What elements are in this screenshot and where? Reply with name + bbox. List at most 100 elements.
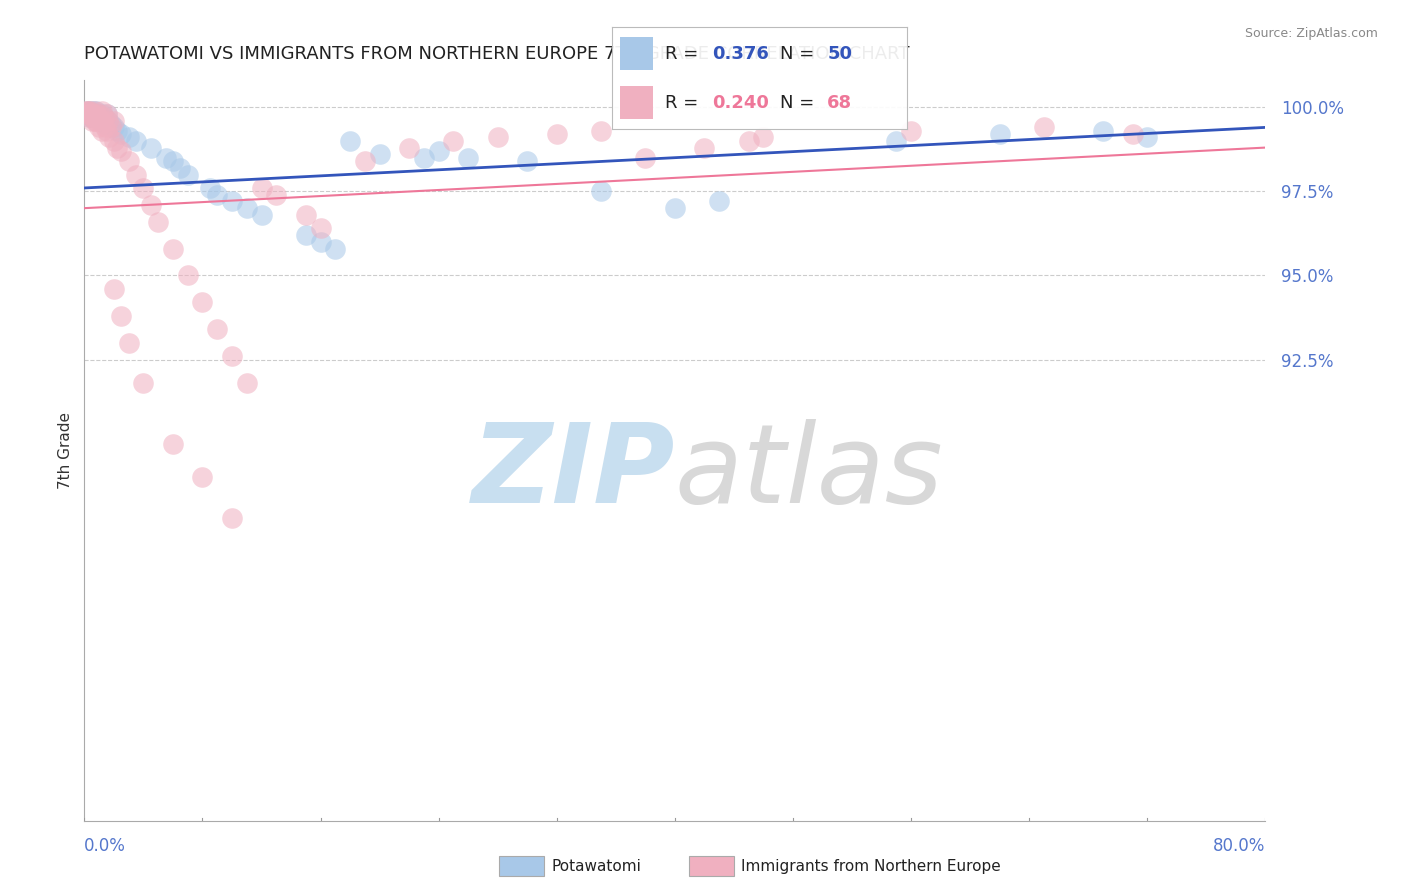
- Point: [93, 111, 115, 125]
- Point: [752, 130, 775, 145]
- Point: [198, 181, 221, 195]
- Point: [162, 154, 184, 169]
- Point: [250, 208, 273, 222]
- Point: [94, 120, 117, 135]
- Point: [77, 103, 100, 118]
- Point: [77, 107, 100, 121]
- Point: [309, 221, 332, 235]
- Point: [96, 124, 118, 138]
- Point: [591, 185, 613, 199]
- Point: [354, 154, 377, 169]
- Point: [82, 107, 104, 121]
- Point: [221, 194, 243, 209]
- Point: [94, 117, 117, 131]
- Point: [86, 111, 108, 125]
- Point: [98, 130, 121, 145]
- Text: R =: R =: [665, 94, 704, 112]
- Point: [398, 140, 420, 154]
- Point: [79, 111, 101, 125]
- Point: [236, 376, 259, 391]
- Point: [177, 168, 200, 182]
- Point: [207, 322, 229, 336]
- Text: Potawatomi: Potawatomi: [551, 859, 641, 873]
- Point: [988, 127, 1011, 141]
- Point: [634, 151, 657, 165]
- Point: [516, 154, 538, 169]
- Point: [664, 201, 686, 215]
- Point: [118, 335, 141, 350]
- Point: [709, 194, 731, 209]
- Point: [76, 107, 98, 121]
- Text: N =: N =: [780, 94, 820, 112]
- Point: [86, 111, 108, 125]
- Point: [90, 113, 112, 128]
- Point: [87, 107, 111, 121]
- Point: [80, 113, 103, 128]
- Point: [105, 124, 128, 138]
- Text: 0.376: 0.376: [711, 45, 769, 63]
- Point: [162, 242, 184, 256]
- Point: [87, 120, 111, 135]
- Point: [125, 168, 148, 182]
- Text: ZIP: ZIP: [471, 419, 675, 526]
- Point: [191, 470, 214, 484]
- Point: [110, 144, 132, 158]
- Point: [97, 113, 120, 128]
- Point: [76, 103, 98, 118]
- Point: [191, 295, 214, 310]
- Text: 80.0%: 80.0%: [1213, 838, 1265, 855]
- Point: [413, 151, 436, 165]
- FancyBboxPatch shape: [620, 37, 652, 70]
- FancyBboxPatch shape: [620, 87, 652, 119]
- Point: [738, 134, 761, 148]
- Point: [82, 111, 104, 125]
- Point: [591, 124, 613, 138]
- Point: [177, 268, 200, 283]
- Point: [325, 242, 347, 256]
- Text: Source: ZipAtlas.com: Source: ZipAtlas.com: [1244, 27, 1378, 40]
- Point: [83, 113, 105, 128]
- Point: [80, 111, 103, 125]
- Text: N =: N =: [780, 45, 820, 63]
- Point: [155, 151, 177, 165]
- Point: [103, 134, 125, 148]
- Point: [457, 151, 479, 165]
- Point: [125, 134, 148, 148]
- Point: [162, 436, 184, 450]
- Point: [295, 208, 318, 222]
- Point: [250, 181, 273, 195]
- Point: [295, 228, 318, 243]
- Point: [91, 107, 114, 121]
- Point: [110, 309, 132, 323]
- Point: [221, 510, 243, 524]
- Point: [76, 103, 98, 118]
- Text: 0.0%: 0.0%: [84, 838, 127, 855]
- Point: [1033, 120, 1056, 135]
- Point: [80, 107, 103, 121]
- Point: [84, 113, 107, 128]
- Text: R =: R =: [665, 45, 704, 63]
- Point: [339, 134, 361, 148]
- Point: [132, 181, 155, 195]
- Point: [1092, 124, 1115, 138]
- Point: [309, 235, 332, 249]
- Text: POTAWATOMI VS IMMIGRANTS FROM NORTHERN EUROPE 7TH GRADE CORRELATION CHART: POTAWATOMI VS IMMIGRANTS FROM NORTHERN E…: [84, 45, 910, 63]
- Point: [693, 140, 716, 154]
- Point: [132, 376, 155, 391]
- Point: [221, 349, 243, 363]
- Point: [427, 144, 450, 158]
- Text: 68: 68: [827, 94, 852, 112]
- Text: 0.240: 0.240: [711, 94, 769, 112]
- Point: [103, 282, 125, 296]
- Point: [93, 111, 115, 125]
- Point: [103, 120, 125, 135]
- Point: [207, 187, 229, 202]
- Point: [87, 107, 111, 121]
- Point: [118, 154, 141, 169]
- Point: [84, 103, 107, 118]
- Point: [100, 117, 122, 131]
- Point: [103, 113, 125, 128]
- Point: [91, 124, 114, 138]
- Point: [1136, 130, 1159, 145]
- Text: 50: 50: [827, 45, 852, 63]
